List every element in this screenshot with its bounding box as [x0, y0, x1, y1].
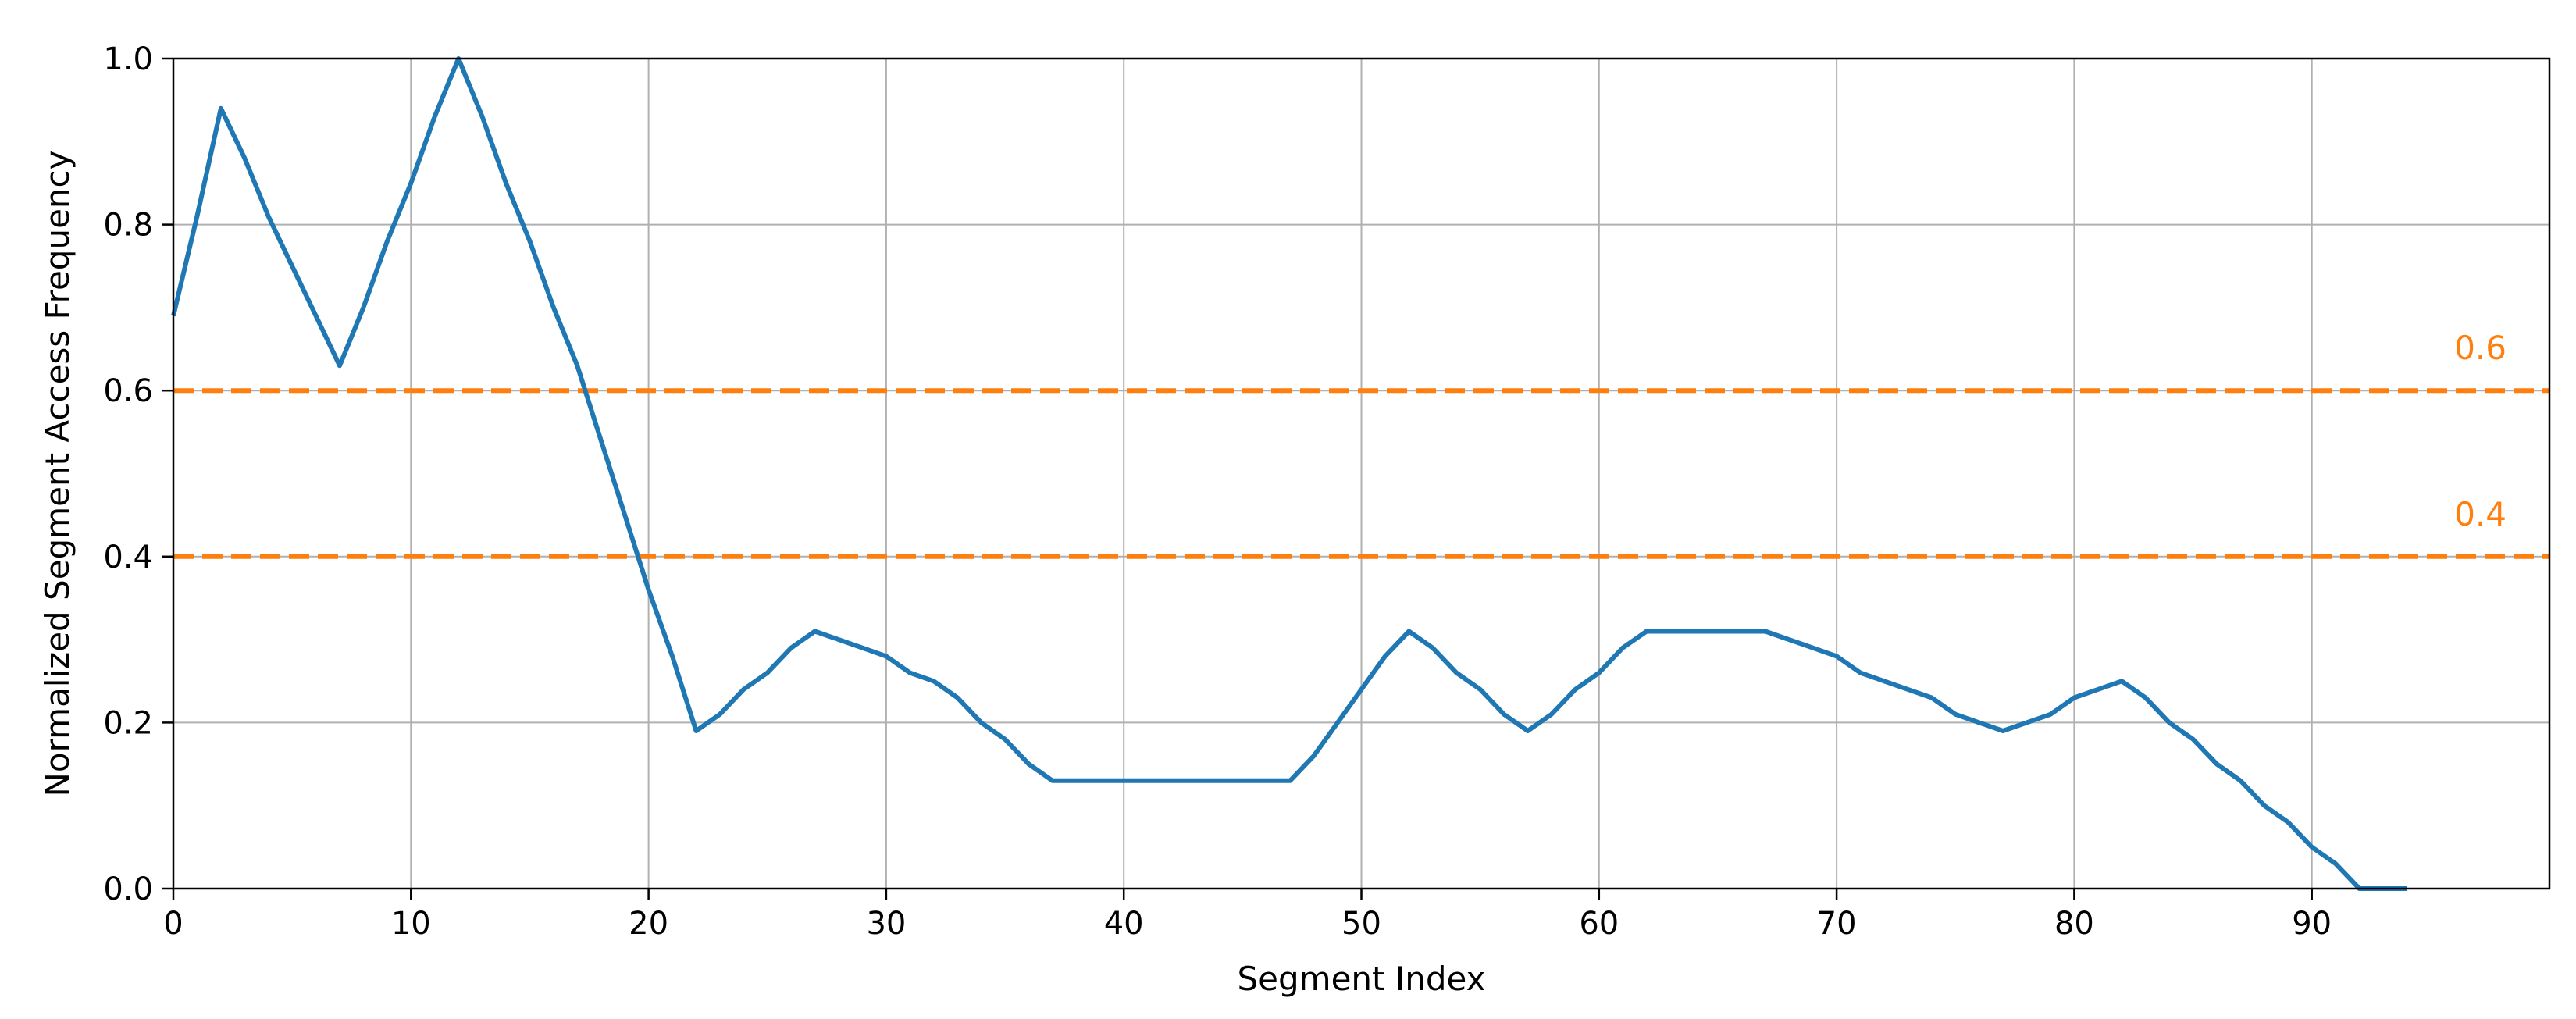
y-tick-label: 0.8 — [103, 208, 153, 244]
x-tick-label: 20 — [629, 906, 668, 942]
y-tick-label: 0.4 — [103, 540, 153, 575]
y-tick-label: 0.6 — [103, 373, 153, 409]
y-axis-label: Normalized Segment Access Frequency — [38, 151, 77, 797]
x-axis-label: Segment Index — [1238, 960, 1486, 998]
x-tick-label: 90 — [2292, 906, 2332, 942]
x-tick-label: 80 — [2054, 906, 2094, 942]
y-tick-label: 1.0 — [103, 41, 153, 77]
x-tick-label: 30 — [866, 906, 906, 942]
x-tick-label: 50 — [1341, 906, 1381, 942]
y-tick-label: 0.0 — [103, 871, 153, 907]
x-tick-label: 60 — [1579, 906, 1619, 942]
y-tick-label: 0.2 — [103, 705, 153, 741]
series-layer — [171, 56, 2407, 891]
reference-line-label: 0.4 — [2454, 495, 2507, 533]
reference-line-label: 0.6 — [2454, 329, 2507, 367]
y-axis-ticks: 0.0 0.2 0.4 0.6 0.8 1.0 — [103, 41, 173, 907]
x-tick-label: 10 — [391, 906, 431, 942]
x-tick-label: 40 — [1104, 906, 1144, 942]
reference-lines — [173, 388, 2549, 559]
x-tick-label: 70 — [1817, 906, 1857, 942]
series-line — [171, 56, 2407, 891]
reference-line-labels: 0.6 0.4 — [2454, 329, 2507, 533]
x-tick-label: 0 — [163, 906, 183, 942]
x-axis-ticks: 0 10 20 30 40 50 60 70 80 90 — [163, 889, 2332, 942]
grid — [173, 58, 2549, 889]
